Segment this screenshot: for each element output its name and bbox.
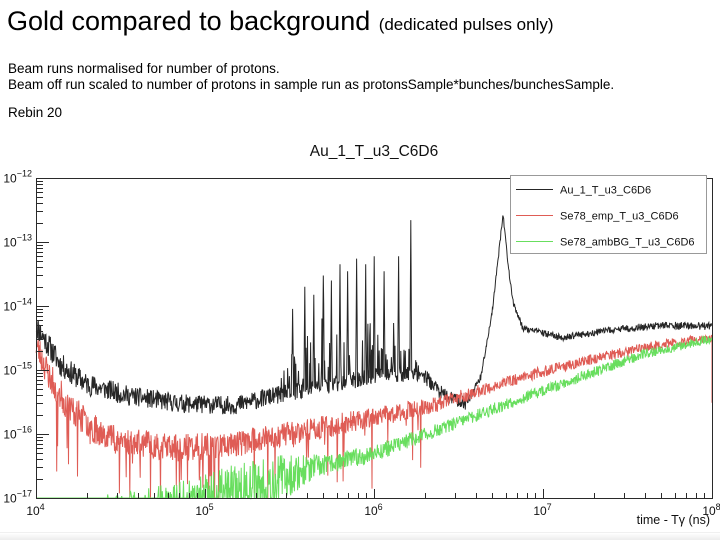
- legend-label: Se78_ambBG_T_u3_C6D6: [560, 237, 695, 249]
- page-title-text: Gold compared to background: [7, 6, 371, 36]
- series-line-Se78_emp_T_u3_C6D6: [35, 333, 713, 499]
- page-title-suffix: (dedicated pulses only): [378, 15, 554, 34]
- y-tick-label: 10−12: [3, 169, 32, 186]
- x-tick-label: 105: [195, 502, 213, 518]
- description-line-2: Beam off run scaled to number of protons…: [8, 77, 615, 92]
- x-axis-label: time - Tγ (ns): [637, 513, 710, 527]
- root-canvas-plot: Au_1_T_u3_C6D6 10−12 10−13 10−14 10−15 10−16 1…: [3, 143, 720, 527]
- legend-label: Au_1_T_u3_C6D6: [560, 185, 651, 197]
- series-line-Au_1_T_u3_C6D6: [35, 215, 713, 415]
- window-bottom-edge: [0, 532, 720, 540]
- chart-title: Au_1_T_u3_C6D6: [310, 143, 438, 160]
- y-tick-label: 10−16: [3, 425, 32, 442]
- x-tick-label: 106: [364, 502, 382, 518]
- rebin-label: Rebin 20: [8, 105, 63, 120]
- x-tick-label: 104: [26, 502, 44, 518]
- y-tick-label: 10−15: [3, 361, 32, 378]
- y-tick-label: 10−14: [3, 297, 32, 314]
- x-tick-label: 108: [702, 502, 720, 518]
- y-tick-label: 10−13: [3, 233, 32, 250]
- series-line-Se78_ambBG_T_u3_C6D6: [36, 335, 713, 500]
- page-title: Gold compared to background (dedicated p…: [7, 6, 554, 37]
- y-tick-label: 10−17: [3, 489, 32, 506]
- x-tick-label: 107: [533, 502, 551, 518]
- description-line-1: Beam runs normalised for number of proto…: [8, 61, 280, 76]
- series-lines: [35, 215, 713, 500]
- legend-label: Se78_emp_T_u3_C6D6: [560, 211, 679, 223]
- legend: Au_1_T_u3_C6D6 Se78_emp_T_u3_C6D6 Se78_amb…: [510, 175, 707, 254]
